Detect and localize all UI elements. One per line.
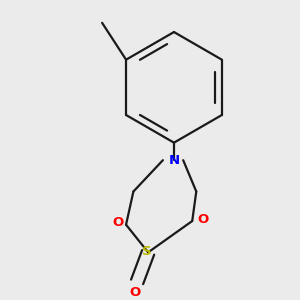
Text: O: O xyxy=(130,286,141,298)
Text: N: N xyxy=(168,154,179,167)
Text: O: O xyxy=(112,216,123,230)
Text: O: O xyxy=(198,213,209,226)
Text: S: S xyxy=(142,245,152,258)
